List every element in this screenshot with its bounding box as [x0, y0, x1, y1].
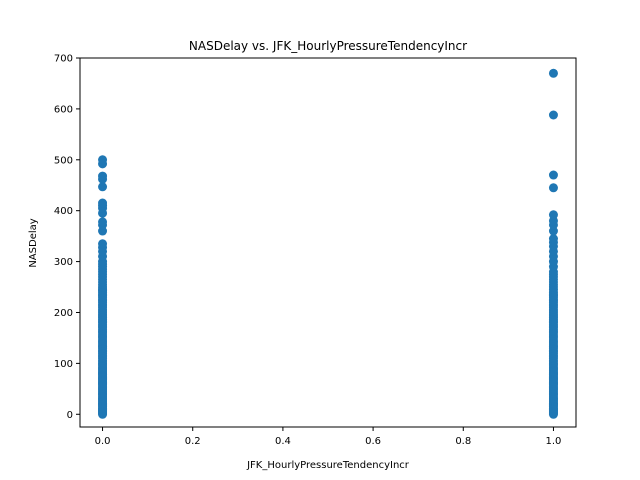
y-tick-label: 100 [54, 359, 73, 370]
x-tick-label: 0.4 [275, 436, 291, 447]
x-tick-label: 1.0 [546, 436, 562, 447]
y-tick-label: 200 [54, 308, 73, 319]
data-point [548, 170, 558, 180]
data-point [98, 182, 108, 192]
y-tick-label: 500 [54, 155, 73, 166]
data-points [98, 68, 558, 419]
x-axis-label: JFK_HourlyPressureTendencyIncr [246, 460, 410, 471]
data-point [548, 183, 558, 193]
data-point [548, 110, 558, 120]
x-tick-label: 0.2 [185, 436, 201, 447]
data-point [548, 210, 558, 220]
data-point [548, 234, 558, 244]
data-point [98, 155, 108, 165]
y-axis-ticks: 0 100 200 300 400 500 600 700 [54, 54, 80, 421]
x-tick-label: 0.0 [95, 436, 111, 447]
x-tick-label: 0.6 [365, 436, 381, 447]
y-tick-label: 0 [67, 410, 73, 421]
data-point [98, 198, 108, 208]
y-tick-label: 700 [54, 54, 73, 65]
data-point [98, 171, 108, 181]
plot-area-frame [79, 57, 577, 428]
chart-title: NASDelay vs. JFK_HourlyPressureTendencyI… [189, 39, 467, 53]
y-tick-label: 400 [54, 206, 73, 217]
data-point [548, 68, 558, 78]
y-tick-label: 600 [54, 104, 73, 115]
data-point [98, 239, 108, 249]
x-tick-label: 0.8 [455, 436, 471, 447]
y-axis-label: NASDelay [28, 218, 39, 267]
y-tick-label: 300 [54, 257, 73, 268]
x-axis-ticks: 0.0 0.2 0.4 0.6 0.8 1.0 [95, 427, 562, 447]
data-point [98, 217, 108, 227]
